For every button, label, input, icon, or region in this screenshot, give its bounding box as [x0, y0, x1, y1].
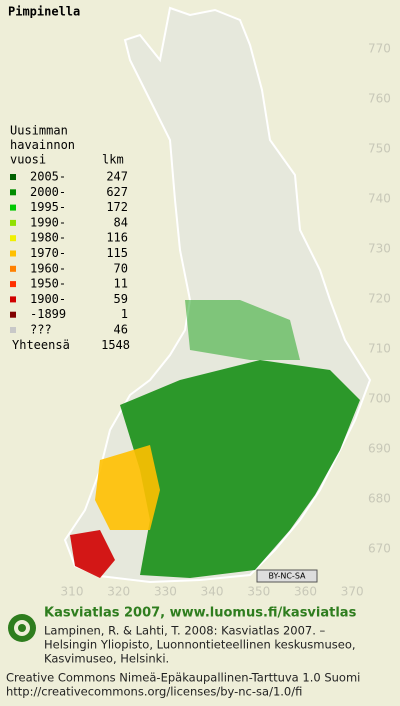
- legend-label: -1899: [30, 307, 66, 321]
- legend-label: 1970-: [30, 246, 66, 260]
- total-label: Yhteensä: [12, 338, 70, 352]
- legend-swatch: [10, 296, 16, 303]
- license-line: Creative Commons Nimeä-Epäkaupallinen-Ta…: [6, 671, 360, 685]
- y-tick-label: 700: [368, 392, 391, 406]
- map-title: Pimpinella: [8, 5, 80, 19]
- legend-count: 115: [106, 246, 128, 260]
- legend-swatch: [10, 265, 16, 272]
- legend-label: 1960-: [30, 261, 66, 275]
- y-tick-label: 730: [368, 242, 391, 256]
- red-region: [70, 530, 115, 578]
- legend-header: havainnon: [10, 138, 75, 152]
- legend-count: 116: [106, 231, 128, 245]
- legend-label: 1980-: [30, 231, 66, 245]
- y-tick-label: 690: [368, 442, 391, 456]
- x-tick-label: 310: [61, 585, 84, 599]
- x-tick-label: 330: [154, 585, 177, 599]
- x-tick-label: 360: [294, 585, 317, 599]
- legend-count: 46: [114, 323, 128, 337]
- legend-header: vuosi: [10, 153, 46, 167]
- orange-region: [95, 445, 160, 530]
- legend-header: Uusimman: [10, 124, 68, 138]
- footer-heading: Kasviatlas 2007, www.luomus.fi/kasviatla…: [44, 606, 357, 621]
- legend-count-header: lkm: [102, 153, 124, 167]
- y-tick-label: 750: [368, 142, 391, 156]
- y-tick-label: 710: [368, 342, 391, 356]
- x-tick-label: 350: [247, 585, 270, 599]
- legend-swatch: [10, 250, 16, 257]
- logo: [8, 614, 36, 642]
- legend-swatch: [10, 235, 16, 242]
- citation-line: Lampinen, R. & Lahti, T. 2008: Kasviatla…: [44, 624, 326, 638]
- legend-label: 1900-: [30, 292, 66, 306]
- legend-swatch: [10, 281, 16, 288]
- citation-line: Helsingin Yliopisto, Luonnontieteellinen…: [44, 638, 356, 652]
- legend-swatch: [10, 204, 16, 211]
- legend-count: 172: [106, 200, 128, 214]
- total-count: 1548: [101, 338, 130, 352]
- y-tick-label: 670: [368, 542, 391, 556]
- legend-label: 1990-: [30, 215, 66, 229]
- license-line: http://creativecommons.org/licenses/by-n…: [6, 685, 302, 699]
- legend-label: ???: [30, 323, 52, 337]
- legend-count: 84: [114, 215, 128, 229]
- legend-label: 1950-: [30, 277, 66, 291]
- legend-swatch: [10, 219, 16, 226]
- y-tick-label: 760: [368, 92, 391, 106]
- legend-swatch: [10, 311, 16, 318]
- legend-count: 247: [106, 170, 128, 184]
- cc-badge-text: BY-NC-SA: [268, 572, 306, 581]
- legend-count: 1: [121, 307, 128, 321]
- green-region: [185, 300, 300, 360]
- x-tick-label: 320: [107, 585, 130, 599]
- legend-swatch: [10, 327, 16, 333]
- legend-count: 11: [114, 277, 128, 291]
- legend-swatch: [10, 189, 16, 196]
- legend-label: 2005-: [30, 170, 66, 184]
- y-tick-label: 740: [368, 192, 391, 206]
- legend-swatch: [10, 174, 16, 180]
- citation-line: Kasvimuseo, Helsinki.: [44, 652, 169, 666]
- cc-badge: [256, 569, 318, 583]
- legend-label: 1995-: [30, 200, 66, 214]
- x-tick-label: 370: [341, 585, 364, 599]
- legend-count: 59: [114, 292, 128, 306]
- x-tick-label: 340: [201, 585, 224, 599]
- legend-label: 2000-: [30, 185, 66, 199]
- legend-count: 70: [114, 261, 128, 275]
- legend-count: 627: [106, 185, 128, 199]
- y-tick-label: 680: [368, 492, 391, 506]
- green-region: [120, 360, 360, 578]
- y-tick-label: 720: [368, 292, 391, 306]
- y-tick-label: 770: [368, 42, 391, 56]
